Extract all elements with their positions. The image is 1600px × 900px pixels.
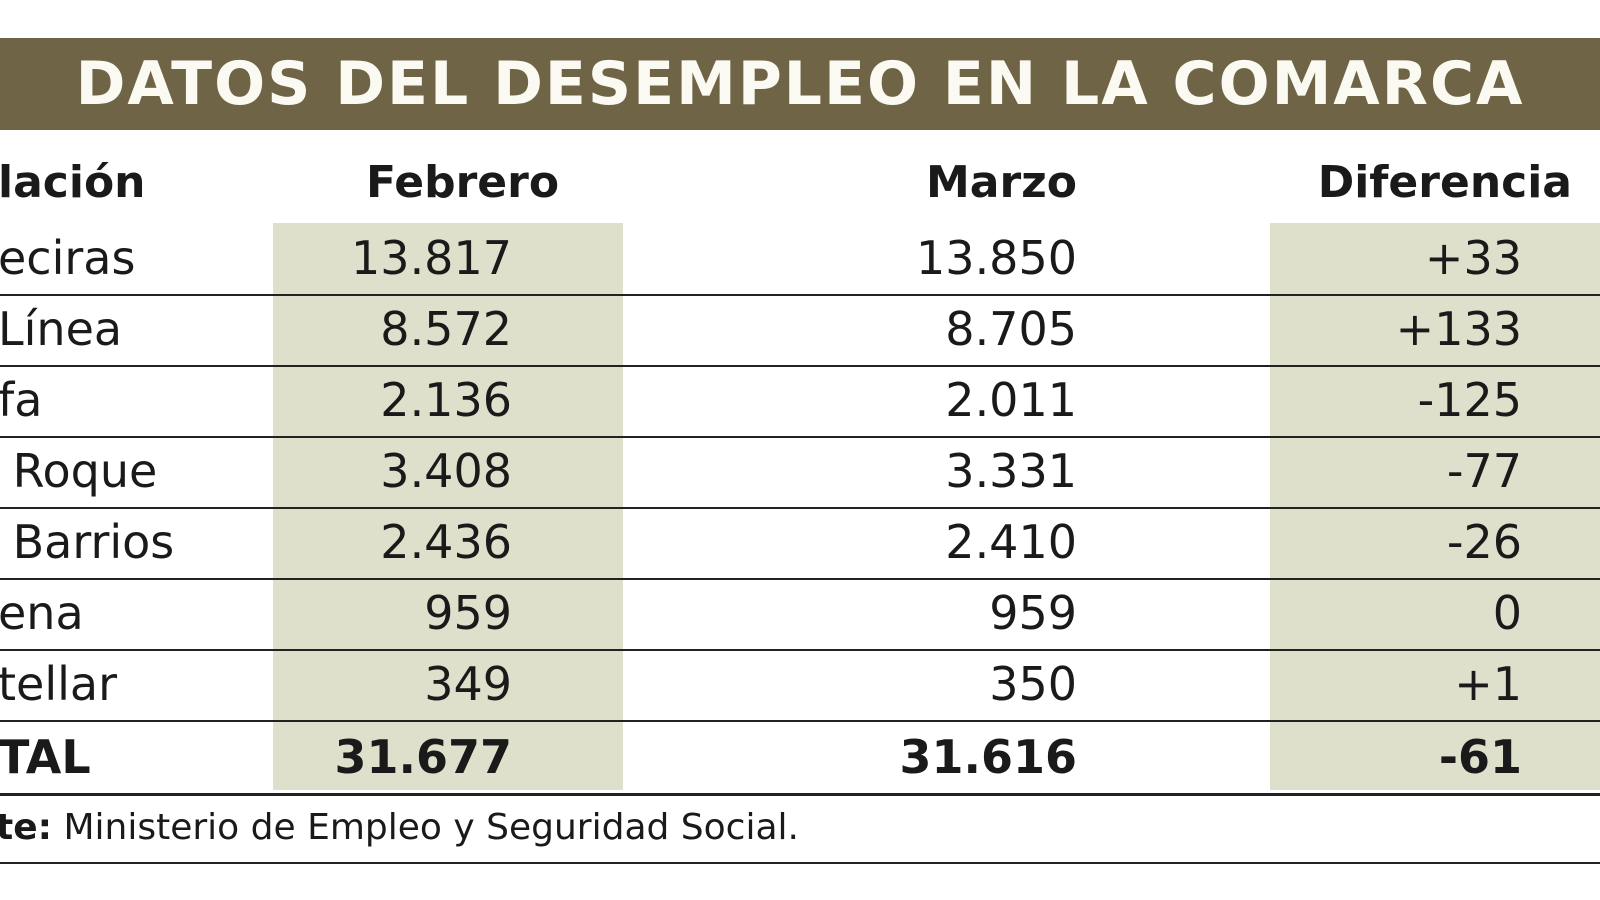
total-row: TAL 31.677 31.616 -61 (0, 722, 1600, 793)
cell-feb: 8.572 (380, 302, 512, 356)
row-divider (0, 365, 1600, 367)
total-label: TAL (0, 730, 91, 784)
table-title: DATOS DEL DESEMPLEO EN LA COMARCA (75, 49, 1525, 119)
cell-name: Barrios (0, 515, 175, 569)
header-poblacion: lación (0, 157, 146, 208)
row-divider (0, 578, 1600, 580)
divider (0, 793, 1600, 796)
header-febrero: Febrero (366, 157, 560, 208)
total-diferencia: -61 (1438, 730, 1522, 784)
cell-feb: 2.136 (380, 373, 512, 427)
cell-feb: 3.408 (380, 444, 512, 498)
row-divider (0, 649, 1600, 651)
cell-dif: -77 (1446, 444, 1522, 498)
diferencia-column-shading (1270, 223, 1600, 790)
table-row: ena 959 959 0 (0, 578, 1600, 649)
header-diferencia: Diferencia (1317, 157, 1572, 208)
table-row: Barrios 2.436 2.410 -26 (0, 507, 1600, 578)
row-divider (0, 720, 1600, 722)
cell-mar: 2.011 (945, 373, 1077, 427)
febrero-column-shading (273, 223, 623, 790)
table-row: fa 2.136 2.011 -125 (0, 365, 1600, 436)
cell-name: tellar (0, 657, 117, 711)
header-marzo: Marzo (925, 157, 1077, 208)
cell-name: Roque (0, 444, 158, 498)
cell-mar: 8.705 (945, 302, 1077, 356)
divider (0, 862, 1600, 864)
cell-dif: +33 (1424, 231, 1522, 285)
source-label: te: (0, 807, 53, 848)
cell-name: fa (0, 373, 43, 427)
total-febrero: 31.677 (334, 730, 512, 784)
cell-mar: 13.850 (916, 231, 1077, 285)
row-divider (0, 507, 1600, 509)
cell-name: ena (0, 586, 84, 640)
table-row: Línea 8.572 8.705 +133 (0, 294, 1600, 365)
source-note: te: Ministerio de Empleo y Seguridad Soc… (0, 800, 799, 856)
cell-dif: +133 (1395, 302, 1522, 356)
cell-mar: 350 (989, 657, 1077, 711)
cell-feb: 13.817 (351, 231, 512, 285)
cell-name: Línea (0, 302, 123, 356)
table-row: Roque 3.408 3.331 -77 (0, 436, 1600, 507)
cell-dif: +1 (1454, 657, 1522, 711)
cell-dif: -26 (1446, 515, 1522, 569)
cell-feb: 959 (424, 586, 512, 640)
total-marzo: 31.616 (899, 730, 1077, 784)
table-row: tellar 349 350 +1 (0, 649, 1600, 720)
cell-dif: 0 (1492, 586, 1522, 640)
source-text: Ministerio de Empleo y Seguridad Social. (52, 807, 799, 848)
title-bar (0, 38, 1600, 130)
cell-mar: 3.331 (945, 444, 1077, 498)
cell-dif: -125 (1417, 373, 1522, 427)
cell-name: eciras (0, 231, 136, 285)
cell-feb: 349 (424, 657, 512, 711)
cell-feb: 2.436 (380, 515, 512, 569)
table-row: eciras 13.817 13.850 +33 (0, 223, 1600, 294)
row-divider (0, 436, 1600, 438)
cell-mar: 959 (989, 586, 1077, 640)
cell-mar: 2.410 (945, 515, 1077, 569)
row-divider (0, 294, 1600, 296)
